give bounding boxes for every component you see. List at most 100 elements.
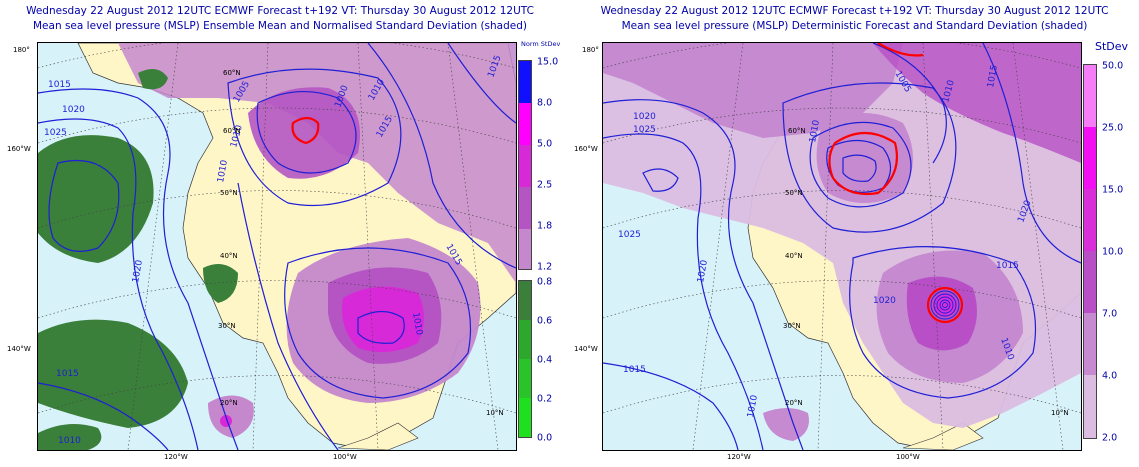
right-lon-label-180: 180° [582, 46, 599, 54]
left-legend-tick: 8.0 [537, 97, 553, 109]
isobar-label: 1015 [623, 365, 646, 375]
right-legend-swatch [1084, 375, 1096, 438]
right-legend-tick: 4.0 [1102, 370, 1118, 382]
right-legend-tick: 7.0 [1102, 308, 1118, 320]
low-contour-hudson [291, 116, 320, 145]
isobar-label: 1025 [44, 128, 67, 138]
left-legend-tick: 1.2 [537, 261, 553, 273]
left-title-line2: Mean sea level pressure (MSLP) Ensemble … [33, 20, 527, 32]
right-panel: Wednesday 22 August 2012 12UTC ECMWF For… [570, 0, 1139, 467]
right-legend-tick: 10.0 [1102, 246, 1124, 258]
isobar-label: 1020 [633, 112, 656, 122]
left-legend-tick: 2.5 [537, 179, 553, 191]
left-legend-swatch [519, 145, 531, 187]
lat-label-group: 60°N 60°N 50°N 40°N 30°N 20°N 10°N [218, 69, 504, 417]
left-legend-tick: 15.0 [537, 56, 559, 68]
isobar-label: 1020 [131, 259, 145, 284]
graticule [603, 43, 1081, 450]
green-pacific-west [38, 135, 154, 263]
left-panel: Wednesday 22 August 2012 12UTC ECMWF For… [0, 0, 560, 467]
land-central-america [902, 422, 984, 450]
right-lon-label-140w: 140°W [574, 345, 598, 353]
green-alaska [138, 69, 168, 90]
low-contour-arctic [877, 43, 924, 57]
left-legend-tick: 0.2 [537, 393, 553, 405]
isobar-label: 1020 [696, 259, 710, 284]
right-map-svg: 1005 1010 1020 1025 1010 1015 1020 1025 … [603, 43, 1081, 450]
isobar-label: 1020 [873, 296, 896, 306]
left-legend-swatch [519, 61, 531, 103]
left-legend-tick: 1.8 [537, 220, 553, 232]
lat-label: 10°N [1051, 409, 1069, 417]
right-legend-box [1083, 64, 1097, 439]
right-title-line2: Mean sea level pressure (MSLP) Determini… [621, 20, 1088, 32]
right-legend-swatch [1084, 127, 1096, 189]
right-lon-label-120w: 120°W [727, 453, 751, 461]
isobar-label: 1015 [56, 369, 79, 379]
lat-label: 60°N [223, 69, 241, 77]
left-legend-tick: 0.4 [537, 354, 553, 366]
isobar-label: 1025 [633, 125, 656, 135]
lat-label: 50°N [785, 189, 803, 197]
lat-label: 60°N [223, 127, 241, 135]
right-legend-swatch [1084, 189, 1096, 251]
shade-stdev-arctic [603, 43, 903, 138]
isobar-label: 1015 [986, 64, 1000, 88]
left-legend-tick: 0.6 [537, 315, 553, 327]
right-lon-label-100w: 100°W [896, 453, 920, 461]
graticule [38, 43, 516, 450]
left-legend-swatch [519, 103, 531, 145]
lat-label: 20°N [785, 399, 803, 407]
left-legend-swatch [519, 398, 531, 437]
isobar-label: 1025 [618, 230, 641, 240]
lat-label: 40°N [220, 252, 238, 260]
right-legend-tick: 2.0 [1102, 432, 1118, 444]
right-legend-tick: 15.0 [1102, 184, 1124, 196]
shade-arctic [118, 43, 516, 283]
left-legend-swatch [519, 359, 531, 398]
hurricane-isobars [930, 290, 960, 320]
lat-label-group: 60°N 50°N 40°N 30°N 20°N 10°N [783, 127, 1069, 417]
left-legend-tick: 0.0 [537, 432, 553, 444]
left-legend-upper-box [518, 60, 532, 270]
lat-label: 10°N [486, 409, 504, 417]
right-legend-swatch [1084, 313, 1096, 375]
shade-pacific-small [208, 395, 254, 438]
left-legend-swatch [519, 281, 531, 320]
lat-label: 60°N [788, 127, 806, 135]
isobar-label: 1010 [808, 119, 822, 144]
left-legend-tick: 5.0 [537, 138, 553, 150]
right-title-line1: Wednesday 22 August 2012 12UTC ECMWF For… [600, 5, 1109, 17]
green-pacific-sw [38, 424, 102, 450]
left-legend-title: Norm StDev [521, 40, 561, 48]
isobar-label: 1020 [62, 105, 85, 115]
low-contour-hudson [828, 132, 899, 196]
left-legend-swatch [519, 229, 531, 269]
left-lon-label-160w: 160°W [7, 145, 31, 153]
lat-label: 30°N [218, 322, 236, 330]
left-lon-label-120w: 120°W [164, 453, 188, 461]
shade-atlantic-inner [342, 286, 424, 352]
left-lon-label-140w: 140°W [7, 345, 31, 353]
left-legend-swatch [519, 187, 531, 229]
right-legend-tick: 25.0 [1102, 122, 1124, 134]
right-legend-title: StDev [1095, 40, 1129, 53]
green-pacific-south [38, 319, 188, 428]
isobar-label: 1010 [58, 436, 81, 446]
isobar-label: 1010 [746, 394, 760, 419]
lat-label: 20°N [220, 399, 238, 407]
low-contour-hurricane [926, 286, 964, 324]
lat-label: 50°N [220, 189, 238, 197]
shade-stdev-pacific [763, 408, 809, 441]
shade-stdev-hudson [816, 113, 913, 203]
left-legend-swatch [519, 320, 531, 359]
shade-stdev-greenland [873, 43, 1081, 163]
left-title-line1: Wednesday 22 August 2012 12UTC ECMWF For… [26, 5, 534, 17]
lat-label: 40°N [785, 252, 803, 260]
right-legend-swatch [1084, 251, 1096, 313]
shade-hudson [248, 87, 360, 179]
right-map: 1005 1010 1020 1025 1010 1015 1020 1025 … [602, 42, 1082, 451]
right-legend-swatch [1084, 65, 1096, 127]
right-legend-tick: 50.0 [1102, 60, 1124, 72]
left-lon-label-180: 180° [13, 46, 30, 54]
